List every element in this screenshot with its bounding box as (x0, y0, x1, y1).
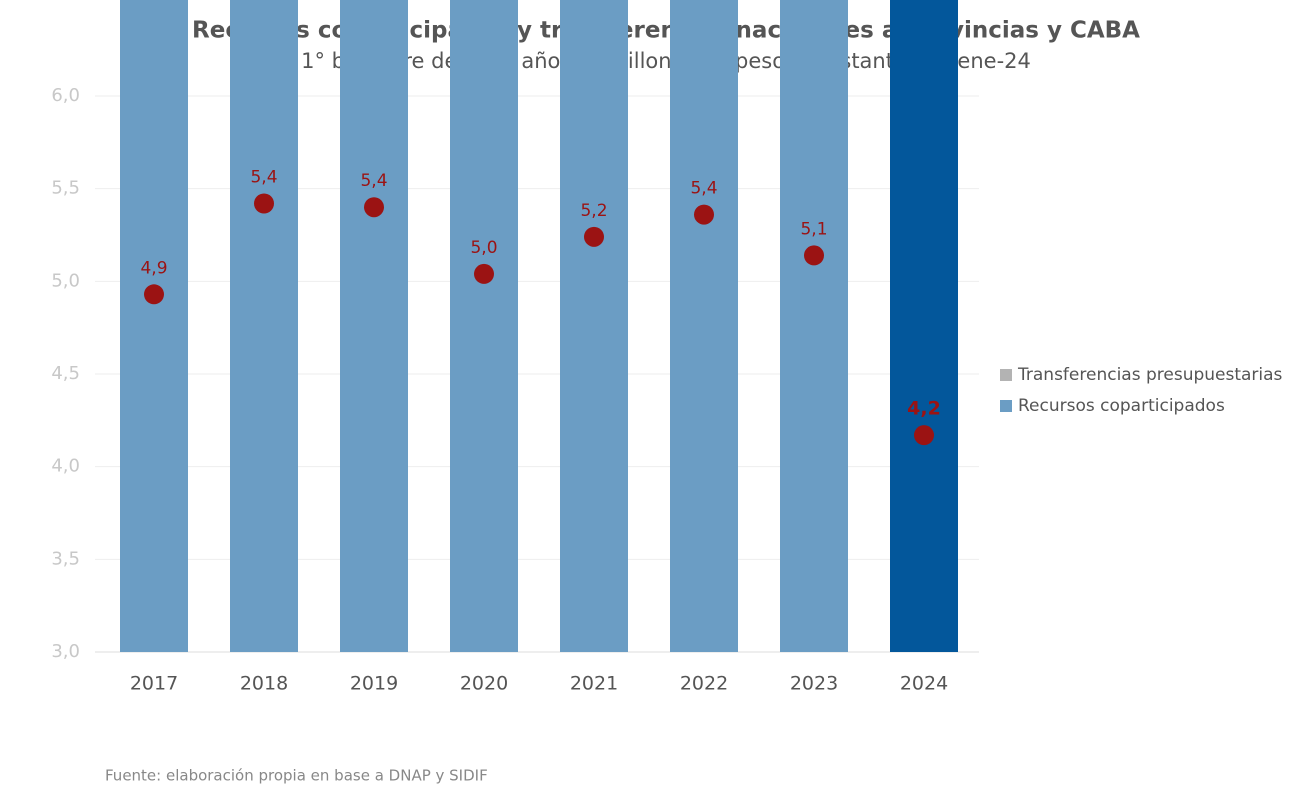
x-tick-label: 2020 (460, 673, 508, 695)
x-tick-label: 2021 (570, 673, 618, 695)
y-tick-label: 3,5 (51, 548, 80, 569)
total-dot (474, 263, 494, 284)
bar-segment (230, 0, 298, 653)
bar-segment (450, 0, 518, 652)
y-tick-label: 5,0 (51, 270, 80, 291)
x-tick-label: 2023 (790, 673, 838, 695)
total-label: 5,4 (250, 167, 277, 187)
bar-segment (560, 0, 628, 652)
y-tick-label: 4,0 (51, 456, 80, 477)
y-tick-label: 4,5 (51, 363, 80, 384)
total-label: 5,4 (360, 171, 387, 191)
total-label: 4,9 (140, 258, 167, 278)
total-dot (914, 425, 934, 446)
source-note: Fuente: elaboración propia en base a DNA… (105, 767, 488, 785)
chart-title: Recursos coparticipados y transferencias… (192, 18, 1140, 44)
bar-segment (340, 0, 408, 652)
bar-segment (670, 0, 738, 652)
total-label: 5,4 (690, 179, 717, 199)
x-tick-label: 2019 (350, 673, 398, 695)
total-label: 5,1 (800, 219, 827, 239)
total-dot (804, 245, 824, 266)
y-tick-label: 5,5 (51, 178, 80, 199)
total-dot (364, 197, 384, 218)
x-tick-label: 2022 (680, 673, 728, 695)
legend-swatch (1000, 400, 1012, 412)
total-dot (254, 193, 274, 214)
y-tick-label: 6,0 (51, 85, 80, 106)
bar-segment (890, 0, 958, 652)
legend-swatch (1000, 369, 1012, 381)
total-dot (144, 284, 164, 305)
x-tick-label: 2024 (900, 673, 948, 695)
x-tick-label: 2017 (130, 673, 178, 695)
x-tick-label: 2018 (240, 673, 288, 695)
total-label: 5,2 (580, 201, 607, 221)
y-tick-label: 3,0 (51, 641, 80, 662)
bar-segment (780, 0, 848, 652)
total-dot (694, 204, 714, 225)
total-label: 4,2 (907, 398, 941, 420)
legend-label: Transferencias presupuestarias (1017, 365, 1283, 385)
legend-label: Recursos coparticipados (1018, 396, 1225, 416)
total-label: 5,0 (470, 238, 497, 258)
bar-segment (120, 0, 188, 652)
total-dot (584, 226, 604, 247)
